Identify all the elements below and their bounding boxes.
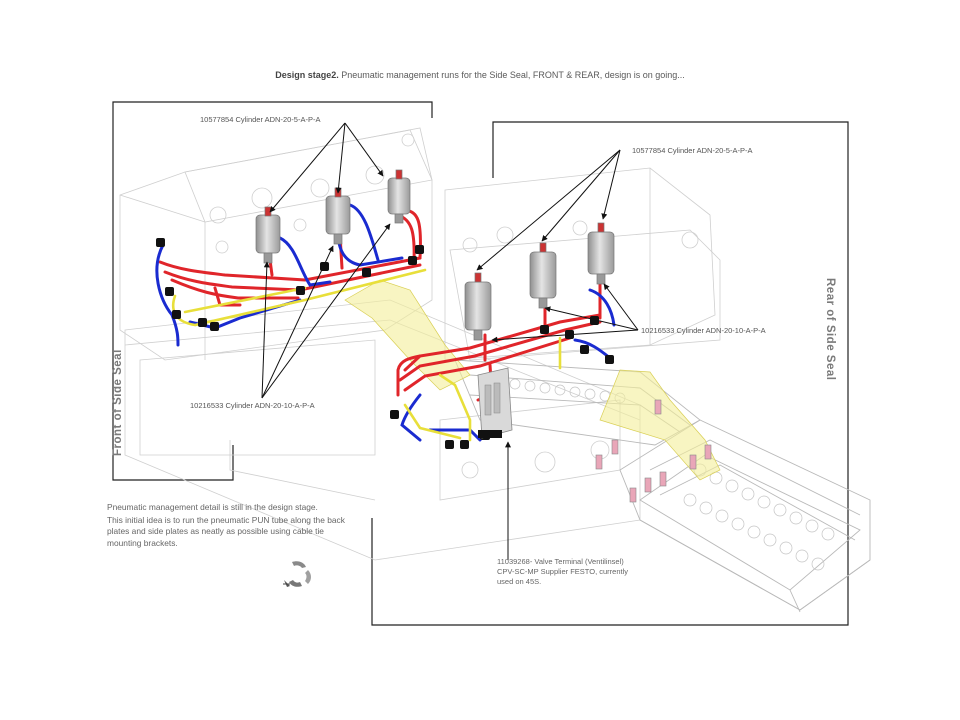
valve-terminal xyxy=(477,367,513,439)
rear-bracket-frame xyxy=(371,121,849,626)
front-frame-wireframe xyxy=(119,127,641,561)
design-note-line-1: Pneumatic management detail is still in … xyxy=(107,502,318,512)
design-notes: Pneumatic management detail is still in … xyxy=(107,502,352,550)
slide-title-stage: Design stage2. xyxy=(275,70,339,80)
front-cylinder-3 xyxy=(387,169,411,224)
rear-frame-wireframe xyxy=(439,167,721,501)
slide-title: Design stage2. Pneumatic management runs… xyxy=(0,70,960,80)
valve-terminal-note: 11039268- Valve Terminal (Ventilinsel) C… xyxy=(497,557,682,587)
rear-cylinder-1 xyxy=(464,272,492,341)
valve-note-line-1: 11039268- Valve Terminal (Ventilinsel) xyxy=(497,557,624,566)
valve-note-line-3: used on 45S. xyxy=(497,577,542,586)
front-cylinder-2 xyxy=(325,187,351,245)
front-bracket-frame xyxy=(112,101,433,481)
valve-note-line-2: CPV-SC-MP Supplier FESTO, currently xyxy=(497,567,629,576)
callout-front-cylinder-bottom: 10216533 Cylinder ADN-20-10-A-P-A xyxy=(190,401,315,410)
design-note-line-2: This initial idea is to run the pneumati… xyxy=(107,514,345,548)
callout-arrows xyxy=(261,122,639,560)
slide-title-text: Pneumatic management runs for the Side S… xyxy=(338,70,685,80)
front-cylinder-1 xyxy=(255,206,281,264)
front-of-side-seal-label: Front of Side Seal xyxy=(112,349,124,456)
callout-front-cylinder-top: 10577854 Cylinder ADN-20-5-A-P-A xyxy=(200,115,321,124)
rear-cylinder-3 xyxy=(587,222,615,285)
rear-of-side-seal-label: Rear of Side Seal xyxy=(824,278,836,381)
rear-cylinder-2 xyxy=(529,242,557,309)
sensor-posts xyxy=(595,399,712,503)
recycle-arrow-logo-icon xyxy=(283,561,311,587)
callout-rear-cylinder-top: 10577854 Cylinder ADN-20-5-A-P-A xyxy=(632,146,753,155)
callout-rear-cylinder-side: 10216533 Cylinder ADN-20-10-A-P-A xyxy=(641,326,766,335)
cylinders xyxy=(255,169,615,341)
